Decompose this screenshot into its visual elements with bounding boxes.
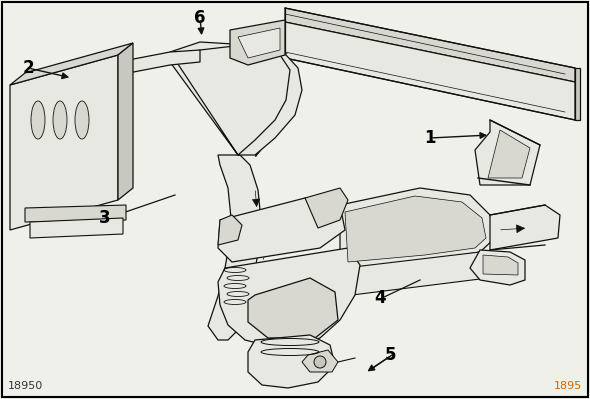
Polygon shape [490,205,560,250]
Ellipse shape [53,101,67,139]
Polygon shape [340,188,495,270]
Polygon shape [118,50,200,75]
Polygon shape [218,248,360,345]
Polygon shape [118,43,133,200]
Polygon shape [248,335,335,388]
Polygon shape [248,278,338,338]
Circle shape [314,356,326,368]
Polygon shape [470,250,525,285]
Polygon shape [305,188,348,228]
Text: 1: 1 [424,129,436,147]
Text: 6: 6 [194,9,206,27]
Polygon shape [488,130,530,178]
Polygon shape [302,350,338,372]
Text: 1895: 1895 [554,381,582,391]
Text: 3: 3 [99,209,111,227]
Polygon shape [218,198,345,262]
Polygon shape [575,68,580,120]
Polygon shape [208,155,262,340]
Polygon shape [340,252,488,295]
Text: 2: 2 [22,59,34,77]
Polygon shape [10,55,118,230]
Polygon shape [483,255,518,275]
Ellipse shape [75,101,89,139]
Text: 4: 4 [374,289,386,307]
Polygon shape [218,215,242,245]
Polygon shape [285,8,575,82]
Polygon shape [345,196,486,262]
Polygon shape [10,43,133,85]
Ellipse shape [31,101,45,139]
Polygon shape [238,28,280,58]
Polygon shape [30,218,123,238]
Polygon shape [230,20,285,65]
Text: 18950: 18950 [8,381,43,391]
Text: 5: 5 [384,346,396,364]
Polygon shape [475,120,540,185]
Polygon shape [285,22,575,120]
Polygon shape [25,205,126,222]
Polygon shape [170,42,302,155]
